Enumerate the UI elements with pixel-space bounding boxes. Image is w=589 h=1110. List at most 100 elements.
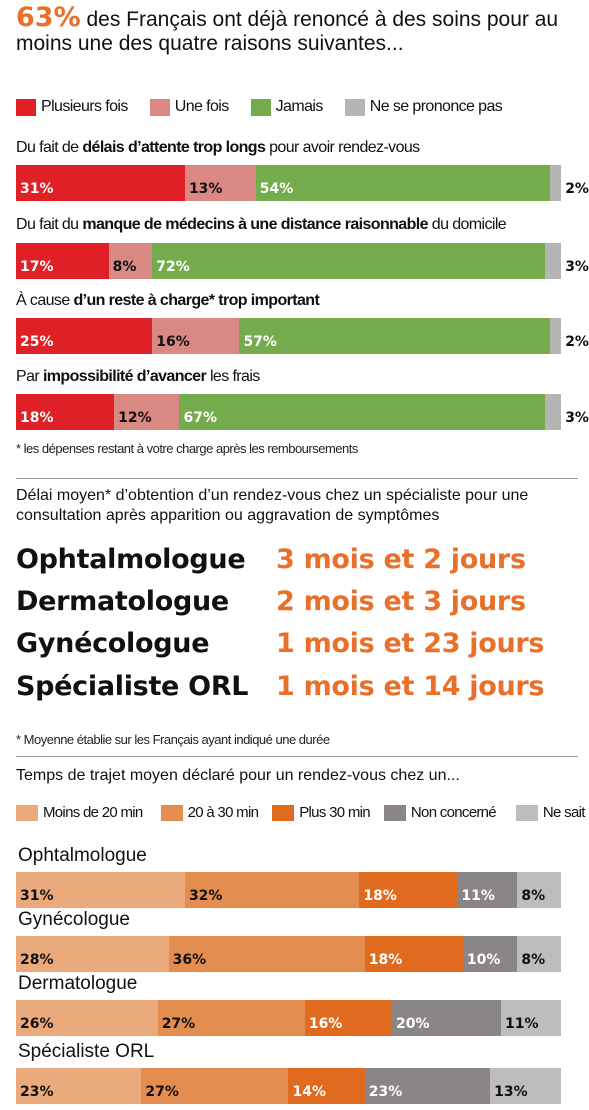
- legend-label: Jamais: [275, 98, 324, 115]
- legend-swatch: [160, 804, 183, 821]
- bar-segment-ne-se-prononce-pas: 2%: [550, 318, 589, 354]
- legend-item-jamais: Jamais: [250, 98, 324, 116]
- question-post: du domicile: [427, 216, 507, 233]
- bar-row-a-cause-d-un-reste-a-charge-trop-importa: 25% 16% 57% 2%: [16, 318, 589, 354]
- bar-segment-moins-de-20-min: 31%: [16, 872, 185, 908]
- question-label-reste-a-charge: À cause d’un reste à charge* trop import…: [16, 292, 320, 310]
- bar-value-label: 11%: [461, 888, 495, 904]
- bar-segment-plusieurs-fois: 17%: [16, 243, 109, 279]
- bar-value-label: 8%: [521, 888, 546, 904]
- bar-segment-moins-de-20-min: 28%: [16, 936, 169, 972]
- bar-segment-ne-sait-pas: 13%: [490, 1068, 561, 1104]
- bar-row-dermatologue: 26% 27% 16% 20% 11%: [16, 1000, 561, 1036]
- legend-item-plusieurs-fois: Plusieurs fois: [16, 98, 128, 116]
- headline: 63% des Français ont déjà renoncé à des …: [16, 4, 586, 56]
- bar-value-label: 32%: [188, 888, 223, 904]
- bar-segment-plus-30-min: 16%: [304, 1000, 393, 1036]
- bar-segment-ne-sait-pas: 8%: [517, 872, 561, 908]
- bar-value-label: 26%: [20, 1016, 54, 1032]
- bar-value-label: 31%: [20, 181, 54, 197]
- bar-segment-non-concerne: 20%: [392, 1000, 502, 1036]
- legend-item-une-fois: Une fois: [149, 98, 229, 116]
- bar-value-label: 8%: [112, 259, 137, 275]
- bar-segment-non-concerne: 10%: [462, 936, 518, 972]
- legend-label: Plusieurs fois: [41, 98, 128, 115]
- question-post: pour avoir rendez-vous: [265, 139, 420, 156]
- legend-swatch: [16, 98, 36, 116]
- bar-segment-20-a-30-min: 27%: [141, 1068, 289, 1104]
- bar-value-label: 16%: [156, 334, 190, 350]
- question-bold: délais d’attente trop longs: [82, 139, 266, 156]
- legend-renoncement: Plusieurs fois Une fois Jamais Ne se pro…: [16, 98, 524, 116]
- bar-row-du-fait-de-delais-d-attente-trop-longs-p: 31% 13% 54% 2%: [16, 165, 589, 201]
- legend-label: Non concerné: [410, 804, 497, 821]
- legend-label: 20 à 30 min: [187, 804, 259, 821]
- bar-segment-ne-se-prononce-pas: 3%: [544, 243, 589, 279]
- legend-label: Ne se prononce pas: [369, 98, 503, 115]
- bar-segment-jamais: 57%: [239, 318, 551, 354]
- bar-segment-une-fois: 16%: [152, 318, 240, 354]
- divider: [16, 478, 578, 479]
- section-title-delai-moyen: Délai moyen* d’obtention d’un rendez-vou…: [16, 487, 529, 524]
- bar-value-label: 67%: [183, 410, 217, 426]
- bar-segment-une-fois: 13%: [184, 165, 256, 201]
- legend-temps-trajet: Moins de 20 min 20 à 30 min Plus 30 min …: [16, 804, 589, 821]
- bar-value-label: 12%: [118, 410, 152, 426]
- bar-value-label: 23%: [368, 1084, 403, 1100]
- bar-segment-ne-se-prononce-pas: 3%: [544, 394, 589, 430]
- bar-value-label: 11%: [505, 1016, 539, 1032]
- bar-value-label: 14%: [292, 1084, 326, 1100]
- bar-value-label: 72%: [156, 259, 190, 275]
- footnote-reste-a-charge: * les dépenses restant à votre charge ap…: [16, 441, 358, 456]
- specialist-name-gynecologue: Gynécologue: [16, 628, 210, 659]
- specialist-delay-gynecologue: 1 mois et 23 jours: [276, 628, 545, 659]
- question-pre: Du fait de: [16, 139, 83, 156]
- question-bold: impossibilité d’avancer: [42, 368, 207, 385]
- headline-percentage: 63%: [16, 2, 81, 33]
- row-label-ophtalmologue: Ophtalmologue: [18, 845, 147, 866]
- bar-segment-plusieurs-fois: 25%: [16, 318, 153, 354]
- headline-text: des Français ont déjà renoncé à des soin…: [16, 8, 559, 55]
- bar-value-label: 2%: [565, 181, 589, 197]
- bar-segment-20-a-30-min: 36%: [168, 936, 365, 972]
- bar-value-label: 57%: [243, 334, 277, 350]
- question-pre: Du fait du: [16, 216, 83, 233]
- legend-swatch: [515, 804, 538, 821]
- question-post: les frais: [206, 368, 260, 385]
- row-label-dermatologue: Dermatologue: [18, 973, 138, 994]
- bar-value-label: 36%: [172, 952, 207, 968]
- question-pre: Par: [16, 368, 43, 385]
- bar-value-label: 23%: [20, 1084, 54, 1100]
- bar-value-label: 8%: [521, 952, 546, 968]
- legend-item-non-concerne: Non concerné: [383, 804, 497, 821]
- bar-row-du-fait-du-manque-de-medecins-a-une-dist: 17% 8% 72% 3%: [16, 243, 589, 279]
- question-label-avance-frais: Par impossibilité d’avancer les frais: [16, 368, 260, 386]
- bar-value-label: 27%: [145, 1084, 179, 1100]
- bar-row-par-impossibilite-d-avancer-les-frais: 18% 12% 67% 3%: [16, 394, 589, 430]
- bar-row-ophtalmologue: 31% 32% 18% 11% 8%: [16, 872, 561, 908]
- legend-label: Ne sait pas: [542, 804, 589, 821]
- bar-segment-plusieurs-fois: 18%: [16, 394, 115, 430]
- bar-segment-une-fois: 8%: [108, 243, 153, 279]
- legend-item-ne-sait-pas: Ne sait pas: [515, 804, 589, 821]
- bar-value-label: 3%: [565, 259, 589, 275]
- bar-segment-plus-30-min: 14%: [288, 1068, 365, 1104]
- bar-row-specialiste-orl: 23% 27% 14% 23% 13%: [16, 1068, 561, 1104]
- specialist-name-ophtalmologue: Ophtalmologue: [16, 544, 246, 575]
- bar-segment-jamais: 67%: [179, 394, 545, 430]
- specialist-name-dermatologue: Dermatologue: [16, 586, 229, 617]
- bar-row-gynecologue: 28% 36% 18% 10% 8%: [16, 936, 561, 972]
- bar-value-label: 17%: [20, 259, 54, 275]
- bar-segment-moins-de-20-min: 26%: [16, 1000, 158, 1036]
- row-label-gynecologue: Gynécologue: [18, 909, 130, 930]
- bar-segment-plus-30-min: 18%: [359, 872, 458, 908]
- row-label-orl: Spécialiste ORL: [18, 1041, 155, 1062]
- legend-swatch: [250, 98, 271, 116]
- bar-value-label: 25%: [20, 334, 54, 350]
- bar-segment-20-a-30-min: 32%: [184, 872, 360, 908]
- question-label-distance: Du fait du manque de médecins à une dist…: [16, 216, 507, 234]
- bar-segment-ne-se-prononce-pas: 2%: [550, 165, 589, 201]
- specialist-delay-dermatologue: 2 mois et 3 jours: [276, 586, 526, 617]
- bar-segment-non-concerne: 11%: [457, 872, 518, 908]
